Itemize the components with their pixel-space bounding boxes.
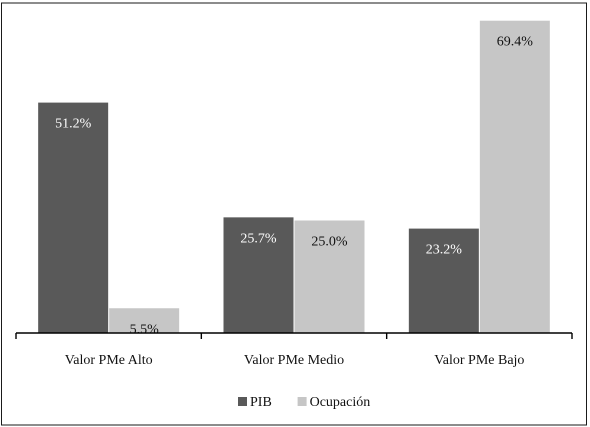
data-label-ocupacion-valor-pme-alto: 5.5% (130, 322, 160, 337)
legend-label-ocupacion: Ocupación (310, 395, 371, 410)
legend: PIB Ocupación (238, 395, 370, 410)
data-label-ocupacion-valor-pme-bajo: 69.4% (497, 35, 534, 50)
bar-ocupacion-valor-pme-bajo (479, 20, 550, 333)
legend-label-pib: PIB (250, 395, 272, 410)
category-label-valor-pme-medio: Valor PMe Medio (244, 353, 344, 368)
legend-swatch-ocupacion (297, 397, 307, 406)
category-labels: Valor PMe Alto Valor PMe Medio Valor PMe B… (65, 353, 525, 368)
data-label-pib-valor-pme-bajo: 23.2% (426, 243, 463, 258)
data-label-ocupacion-valor-pme-medio: 25.0% (311, 235, 348, 250)
data-label-pib-valor-pme-medio: 25.7% (240, 231, 277, 246)
x-axis-ticks (15, 333, 573, 339)
data-label-pib-valor-pme-alto: 51.2% (55, 117, 92, 132)
legend-swatch-pib (238, 397, 247, 406)
category-label-valor-pme-bajo: Valor PMe Bajo (434, 353, 524, 368)
bars-layer (38, 20, 550, 333)
bar-ocupacion-valor-pme-alto (109, 308, 180, 333)
bar-pib-valor-pme-bajo (408, 228, 479, 333)
bar-ocupacion-valor-pme-medio (294, 220, 365, 333)
bar-pib-valor-pme-medio (223, 217, 294, 333)
category-label-valor-pme-alto: Valor PMe Alto (65, 353, 153, 368)
bar-pib-valor-pme-alto (38, 102, 109, 333)
